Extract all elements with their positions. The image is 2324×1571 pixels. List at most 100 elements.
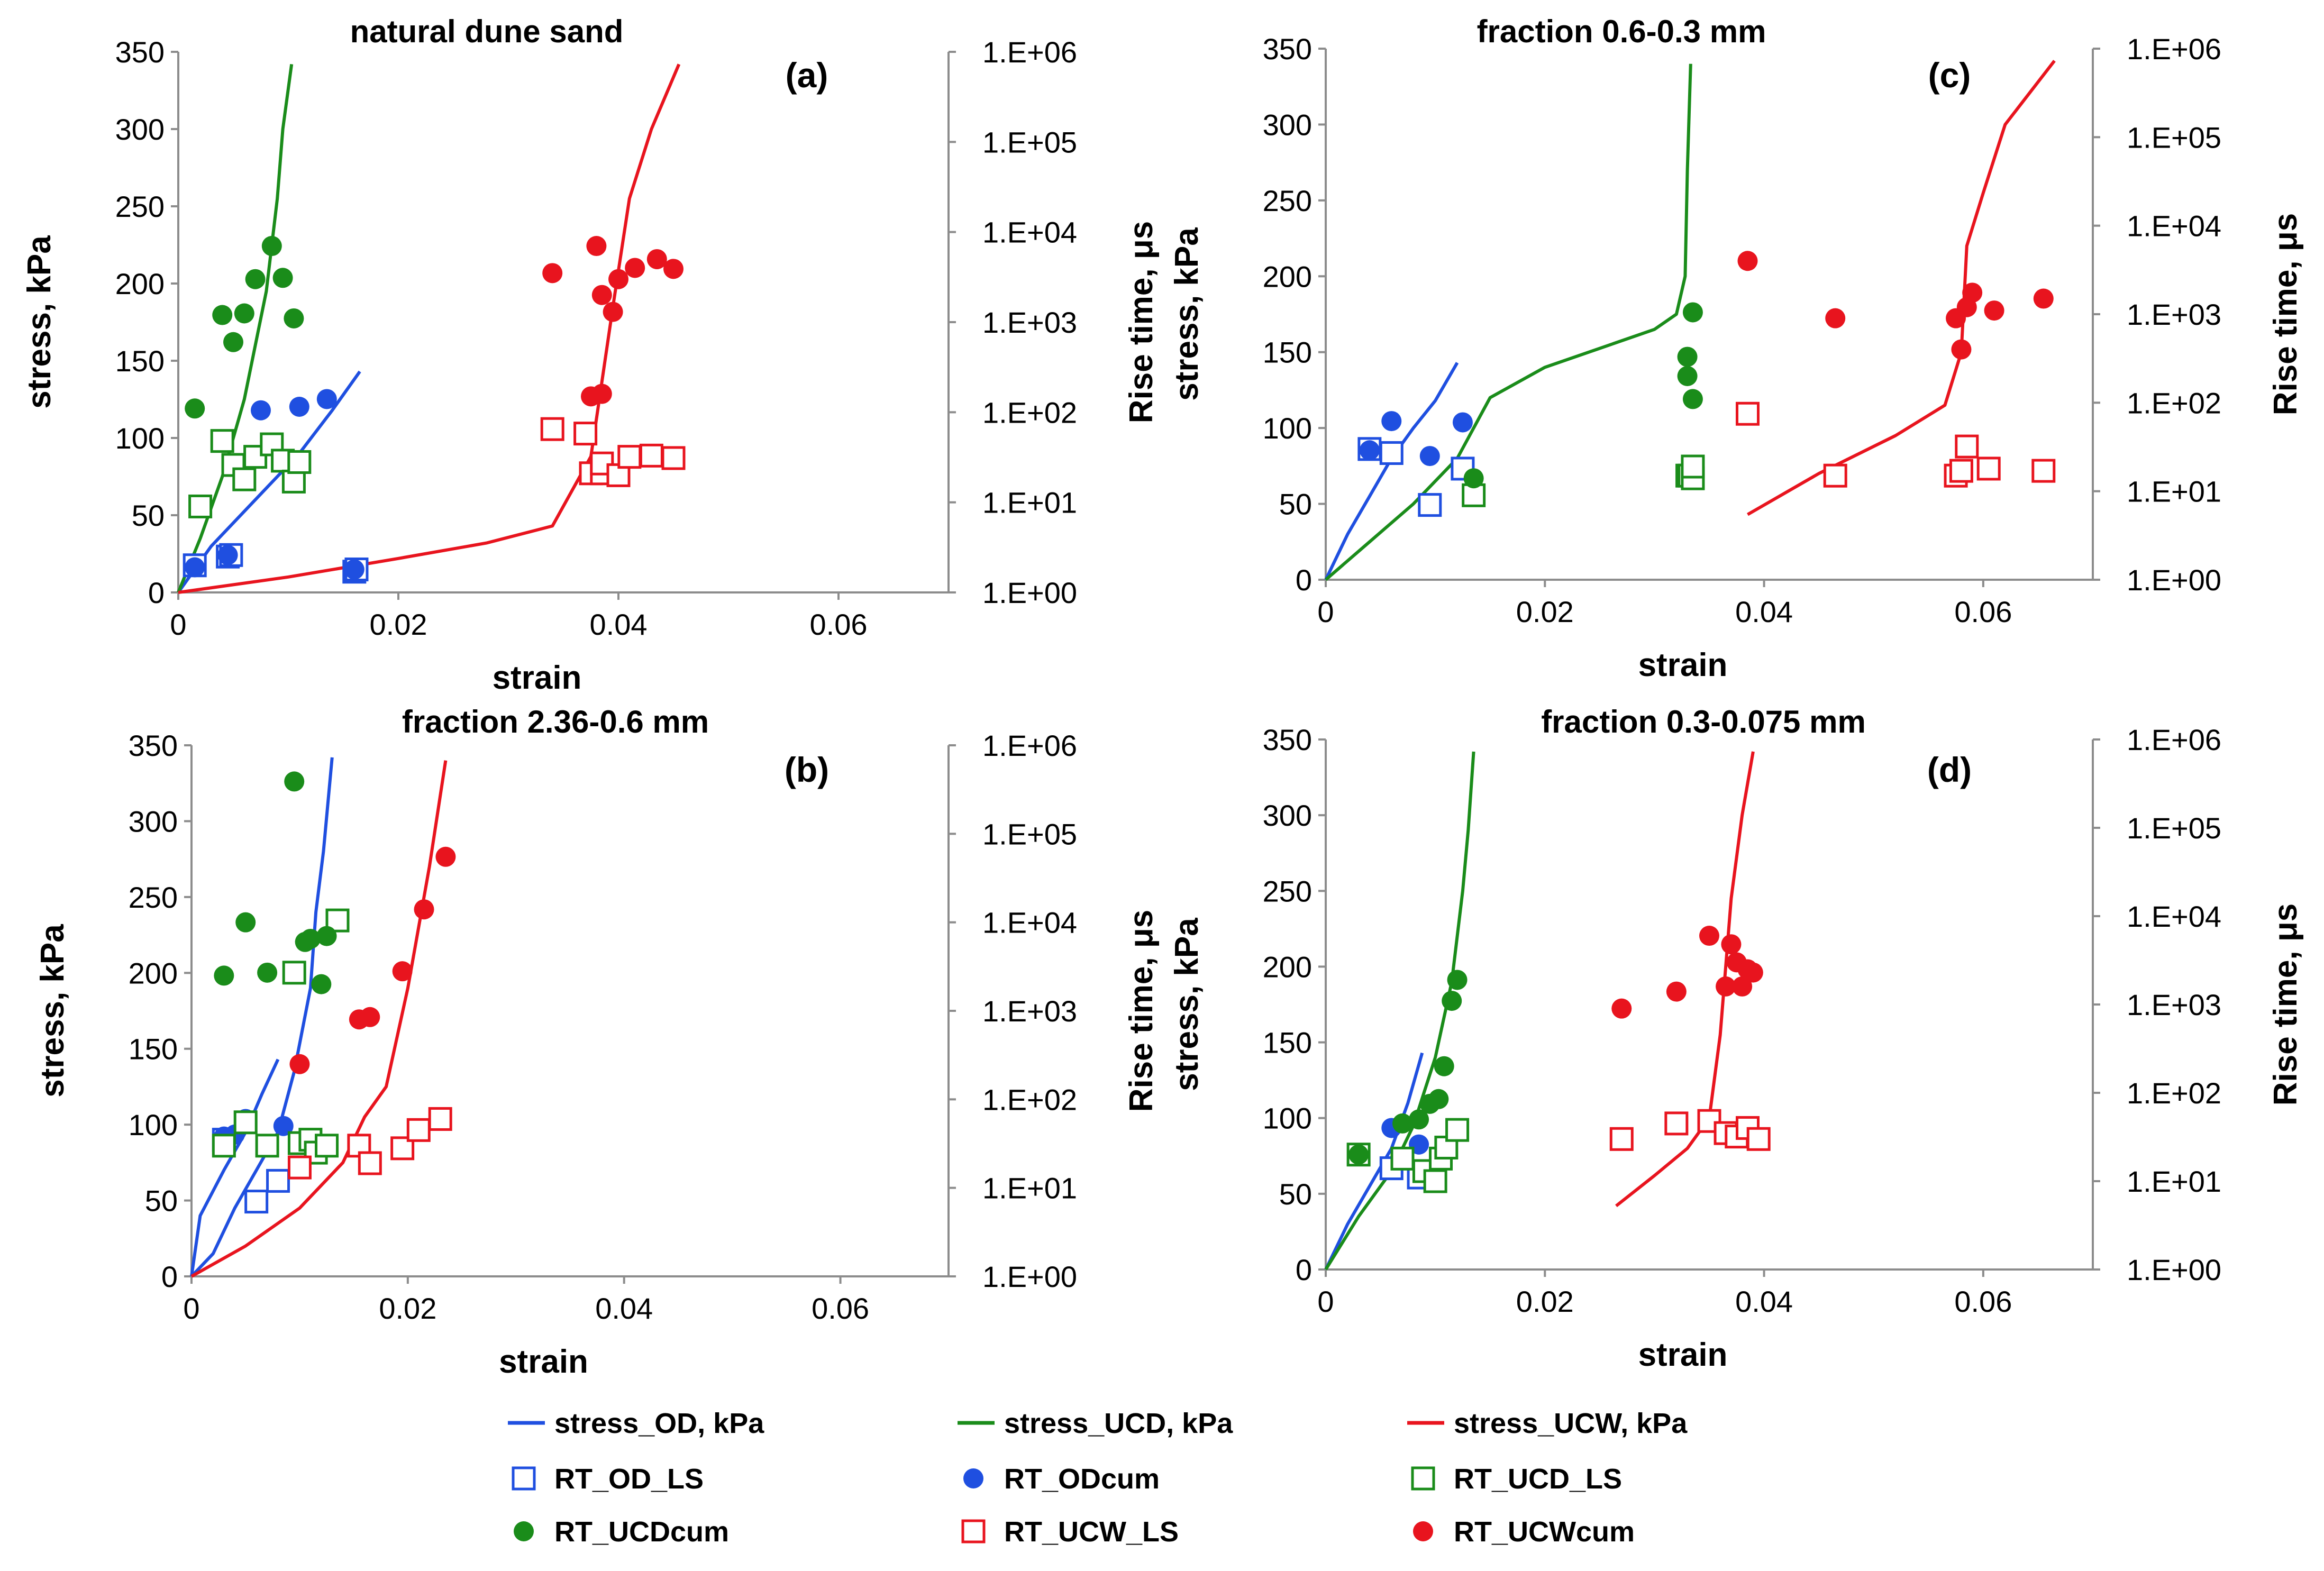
data-point-circle <box>235 912 256 933</box>
data-point-square <box>1664 1111 1689 1136</box>
x-tick-label: 0 <box>1317 595 1334 628</box>
y2-tick-label: 1.E+05 <box>982 817 1077 851</box>
legend-item: RT_UCWcum <box>1413 1516 1635 1548</box>
y-tick-label: 350 <box>115 35 165 69</box>
y2-tick-label: 1.E+05 <box>2127 811 2221 845</box>
panel-label: (b) <box>785 750 829 789</box>
data-point-circle <box>251 400 271 421</box>
legend-label: RT_UCD_LS <box>1454 1463 1622 1495</box>
data-point-square <box>573 422 598 446</box>
y2-tick-label: 1.E+05 <box>982 125 1077 159</box>
legend-swatch <box>961 1519 986 1543</box>
data-point-square <box>1746 1127 1771 1151</box>
data-point-circle <box>284 308 304 328</box>
x-tick-label: 0.04 <box>590 608 648 641</box>
data-point-circle <box>1442 991 1462 1011</box>
data-point-circle <box>1682 302 1703 323</box>
series-line <box>190 1058 280 1277</box>
data-point-circle <box>311 974 332 994</box>
chart-panel-3: 0 50 100 150 200 250 300 350 0 0.02 0.04 0.06 1.E+00… <box>1169 14 2304 683</box>
x-axis-label: strain <box>1638 647 1728 683</box>
data-point-circle <box>1611 998 1632 1019</box>
data-point-circle <box>591 285 612 305</box>
legend-item: RT_UCW_LS <box>961 1516 1179 1548</box>
data-point-circle <box>2033 288 2054 309</box>
y-tick-label: 50 <box>1279 1177 1312 1211</box>
y2-tick-label: 1.E+06 <box>2127 723 2221 756</box>
data-point-square <box>1379 441 1403 465</box>
x-tick-label: 0.06 <box>1954 595 2012 628</box>
data-point-circle <box>591 383 612 404</box>
x-tick-label: 0 <box>183 1292 199 1325</box>
y-tick-label: 200 <box>1263 260 1312 293</box>
y-tick-label: 100 <box>115 422 165 455</box>
y2-tick-label: 1.E+04 <box>982 906 1077 939</box>
data-point-circle <box>1452 412 1473 433</box>
y2-tick-label: 1.E+01 <box>2127 1165 2221 1198</box>
y-tick-label: 0 <box>148 576 165 609</box>
data-point-circle <box>185 557 205 578</box>
y-tick-label: 200 <box>129 956 178 990</box>
series-line <box>1324 751 1475 1271</box>
y-axis-label: stress, kPa <box>1169 227 1205 401</box>
x-tick-label: 0.02 <box>370 608 427 641</box>
x-tick-label: 0 <box>1317 1285 1334 1318</box>
data-point-square <box>1736 401 1760 426</box>
y-tick-label: 300 <box>115 113 165 146</box>
data-point-circle <box>1359 440 1380 461</box>
data-point-circle <box>316 389 337 409</box>
x-tick-label: 0.02 <box>1516 1285 1574 1318</box>
y-tick-label: 50 <box>145 1184 178 1218</box>
data-point-circle <box>608 269 628 289</box>
data-point-circle <box>1716 976 1736 997</box>
data-point-circle <box>392 961 413 982</box>
y-tick-label: 350 <box>1263 723 1312 756</box>
y2-tick-label: 1.E+01 <box>2127 475 2221 508</box>
y-tick-label: 300 <box>1263 108 1312 141</box>
data-point-circle <box>625 258 645 278</box>
legend-swatch <box>1411 1466 1435 1491</box>
data-point-circle <box>217 545 238 565</box>
data-point-square <box>540 417 564 441</box>
y-tick-label: 100 <box>1263 412 1312 445</box>
legend-label: stress_UCD, kPa <box>1004 1408 1233 1439</box>
y-tick-label: 100 <box>1263 1102 1312 1135</box>
data-point-circle <box>542 263 563 284</box>
data-point-circle <box>1951 339 1972 360</box>
x-tick-label: 0.06 <box>810 608 868 641</box>
data-point-square <box>1423 1169 1447 1193</box>
data-point-circle <box>1732 976 1753 997</box>
data-point-circle <box>284 771 305 792</box>
legend-item: RT_ODcum <box>963 1463 1160 1495</box>
data-point-square <box>358 1151 382 1175</box>
data-point-circle <box>435 846 456 867</box>
chart-title: natural dune sand <box>350 14 624 49</box>
legend-label: RT_ODcum <box>1004 1463 1160 1495</box>
y-tick-label: 0 <box>161 1260 178 1293</box>
y-tick-label: 50 <box>132 499 165 532</box>
y-tick-label: 200 <box>115 267 165 300</box>
data-point-circle <box>663 259 683 279</box>
series-line <box>1325 63 1692 581</box>
data-point-circle <box>289 396 309 417</box>
data-point-circle <box>1463 468 1484 489</box>
x-axis-label: strain <box>499 1344 588 1380</box>
data-point-circle <box>1381 411 1402 432</box>
x-tick-label: 0 <box>170 608 186 641</box>
y2-tick-label: 1.E+02 <box>982 396 1077 429</box>
data-point-square <box>617 445 642 469</box>
data-point-square <box>661 446 686 470</box>
data-point-circle <box>185 398 205 419</box>
y2-tick-label: 1.E+00 <box>982 1260 1077 1293</box>
y2-axis-label: Rise time, μs <box>1123 910 1160 1112</box>
data-point-square <box>282 961 306 985</box>
legend-swatch <box>1413 1521 1433 1541</box>
y-tick-label: 0 <box>1296 1253 1312 1286</box>
y-tick-label: 150 <box>115 344 165 378</box>
data-point-circle <box>300 928 321 949</box>
data-point-circle <box>1984 300 2004 321</box>
y-axis-label: stress, kPa <box>21 235 58 409</box>
data-point-circle <box>1447 970 1468 990</box>
data-point-circle <box>414 899 434 920</box>
data-point-circle <box>272 268 293 288</box>
